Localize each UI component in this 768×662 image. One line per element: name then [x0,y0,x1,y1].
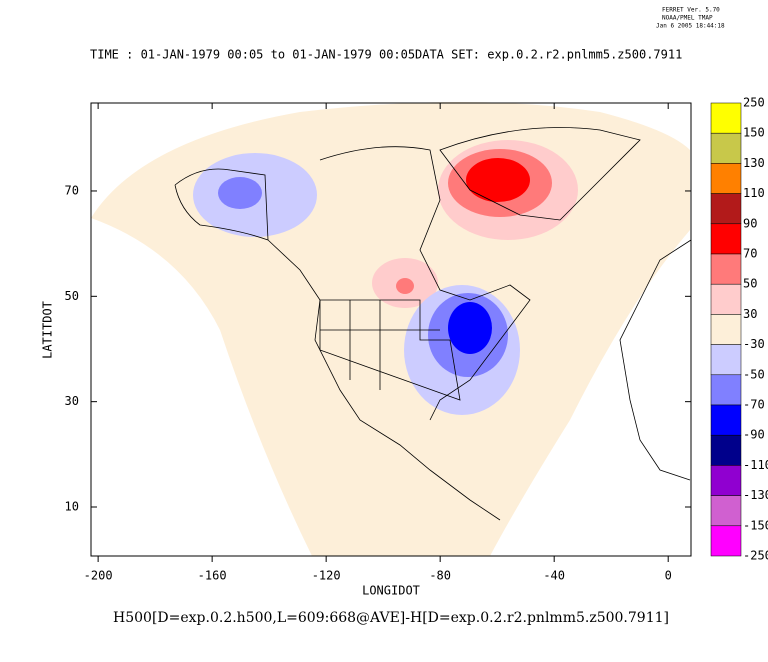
x-tick-label: -40 [543,569,565,583]
colorbar-bin [710,434,742,466]
plot-frame [90,102,692,557]
field [91,102,690,556]
colorbar-label: -90 [743,428,765,442]
stamp: Jan 6 2005 18:44:18 [656,23,725,30]
y-tick-label: 50 [65,289,79,303]
colorbar-bin [710,314,742,345]
colorbar-label: -50 [743,367,765,381]
y-axis-label: LATITDOT [41,301,55,359]
colorbar-bin [710,102,742,134]
colorbar-bin [710,404,742,436]
anomaly [396,278,414,294]
colorbar-bin [710,374,742,406]
colorbar-bin [710,465,742,496]
colorbar-label: 70 [743,247,757,261]
coastline [319,146,531,421]
x-tick-label: 0 [665,569,672,583]
colorbar-label: -250 [743,549,768,563]
y-tick-label: 30 [65,394,79,408]
colorbar-label: 250 [743,96,765,110]
colorbar-bin [710,163,742,194]
anomaly [218,177,262,209]
x-tick-label: -80 [429,569,451,583]
anomaly [448,302,492,354]
colorbar-bin [710,223,742,255]
colorbar-bin [710,344,742,376]
colorbar-label: 30 [743,307,757,321]
coastlines [174,127,692,521]
colorbar-label: -70 [743,398,765,412]
x-axis-label: LONGIDOT [362,584,420,598]
coastline [439,127,641,221]
colorbar-label: -130 [743,488,768,502]
colorbar-bin [710,253,742,285]
coastline [619,239,692,481]
dataset: DATA SET: exp.0.2.r2.pnlmm5.z500.7911 [415,48,682,62]
states [319,299,461,401]
stamp: NOAA/PMEL TMAP [662,15,713,22]
domain [91,102,690,556]
footer: H500[D=exp.0.2.h500,L=609:668@AVE]-H[D=e… [113,610,669,626]
x-tick-label: -160 [198,569,227,583]
colorbar-label: 110 [743,186,765,200]
x-tick-label: -120 [312,569,341,583]
colorbar-label: 50 [743,277,757,291]
anomaly [466,158,530,202]
colorbar-label: -150 [743,518,768,532]
chart-title: TIME : 01-JAN-1979 00:05 to 01-JAN-1979 … [90,48,415,62]
colorbar-label: 130 [743,156,765,170]
colorbar-label: 150 [743,126,765,140]
colorbar-label: 90 [743,216,757,230]
x-tick-label: -200 [84,569,113,583]
colorbar-bin [710,132,742,164]
stamp: FERRET Ver. 5.70 [662,7,720,14]
colorbar-bin [710,495,742,527]
y-tick-label: 10 [65,500,79,514]
colorbar-bin [710,525,742,557]
colorbar-label: -110 [743,458,768,472]
colorbar-bin [710,193,742,225]
colorbar-label: -30 [743,337,765,351]
coastline [174,168,501,521]
y-tick-label: 70 [65,183,79,197]
colorbar-bin [710,283,742,315]
